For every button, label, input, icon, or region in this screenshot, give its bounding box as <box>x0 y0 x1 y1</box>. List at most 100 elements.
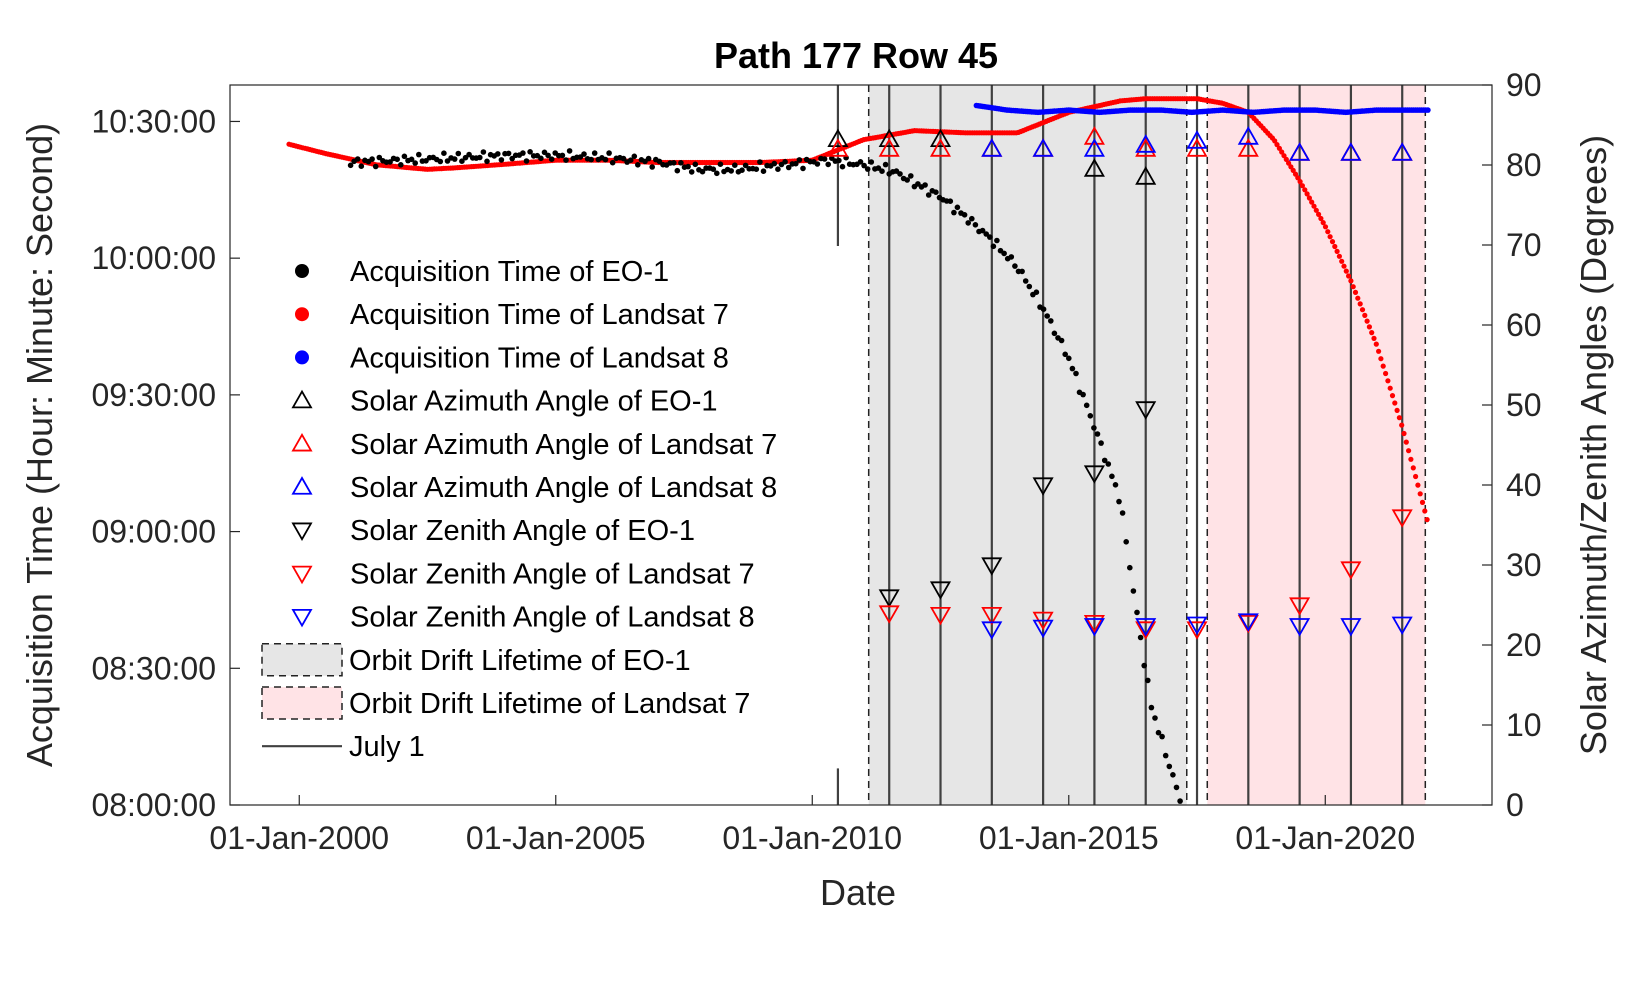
eo1-acq-point <box>742 162 749 169</box>
landsat7-acq-point <box>1320 220 1326 226</box>
legend-label: Solar Azimuth Angle of Landsat 7 <box>350 429 777 461</box>
eo1-acq-point <box>796 157 803 163</box>
eo1-acq-point <box>631 153 638 160</box>
eo1-acq-point <box>347 162 354 169</box>
landsat7-acq-point <box>1366 324 1372 330</box>
landsat8-azimuth-marker <box>1032 138 1054 157</box>
landsat7-acq-point <box>1304 191 1310 197</box>
landsat7-azimuth-marker <box>878 138 900 157</box>
eo1-acq-point <box>1080 391 1086 398</box>
orbit-drift-band-2 <box>1207 85 1426 805</box>
legend-dot-marker <box>295 264 309 278</box>
landsat7-zenith-marker <box>878 605 900 624</box>
legend-label: Solar Azimuth Angle of EO-1 <box>350 386 718 418</box>
landsat7-acq-point <box>1424 517 1430 523</box>
legend-label: Solar Zenith Angle of EO-1 <box>350 515 695 547</box>
landsat7-acq-point <box>1346 273 1352 279</box>
eo1-acq-point <box>1145 677 1151 684</box>
eo1-acq-point <box>839 163 846 170</box>
landsat8-zenith-marker <box>1135 618 1157 637</box>
landsat7-acq-point <box>1410 465 1416 471</box>
eo1-acq-point <box>548 156 555 162</box>
eo1-acq-point <box>1116 498 1122 505</box>
eo1-acq-point <box>1008 254 1015 260</box>
eo1-acq-point <box>408 156 415 163</box>
eo1-acq-point <box>922 182 928 188</box>
eo1-acq-point <box>961 212 968 218</box>
eo1-acq-point <box>825 161 831 168</box>
landsat7-acq-point <box>1274 142 1280 148</box>
landsat7-acq-point <box>1392 400 1398 406</box>
eo1-acq-point <box>1105 461 1112 467</box>
landsat7-acq-point <box>1385 378 1391 384</box>
landsat7-zenith-marker <box>1289 597 1311 616</box>
eo1-acq-point <box>728 168 734 174</box>
landsat8-zenith-marker <box>1237 613 1259 632</box>
eo1-acq-point <box>782 159 788 165</box>
landsat7-acq-point <box>1334 248 1340 254</box>
landsat7-zenith-marker <box>1083 615 1105 634</box>
eo1-acq-point <box>1033 289 1040 296</box>
landsat7-azimuth-marker <box>827 138 849 157</box>
landsat7-acq-point <box>1357 301 1363 307</box>
landsat7-acq-point <box>1362 312 1368 318</box>
eo1-acq-point <box>451 156 458 162</box>
landsat7-acq-point <box>1316 211 1322 217</box>
eo1-acq-point <box>620 155 627 162</box>
landsat7-acq-point <box>1329 239 1336 245</box>
eo1-acq-point <box>685 163 691 170</box>
eo1-acq-point <box>969 215 975 222</box>
eo1-acq-point <box>441 150 447 156</box>
eo1-acq-point <box>753 166 760 172</box>
legend-band-swatch <box>261 643 343 677</box>
landsat7-acq-point <box>1401 430 1407 437</box>
eo1-zenith-marker <box>1135 401 1157 420</box>
orbit-drift-band-1 <box>868 85 1187 805</box>
eo1-acq-point <box>645 155 652 162</box>
legend-box <box>255 246 855 769</box>
eo1-acq-point <box>1152 715 1158 721</box>
landsat7-acq-point <box>1279 149 1285 155</box>
eo1-acq-point <box>627 157 634 163</box>
axes: 01-Jan-2000 01-Jan-2005 01-Jan-2010 01-Jan-… <box>91 67 1541 856</box>
eo1-acq-point <box>775 166 781 172</box>
landsat8-zenith-marker <box>1289 618 1311 637</box>
chart-title: Path 177 Row 45 <box>714 35 998 76</box>
landsat7-acq-point <box>1276 145 1282 151</box>
landsat7-acq-point <box>1403 439 1409 445</box>
landsat7-acq-point <box>1399 422 1405 428</box>
eo1-acq-point <box>437 158 444 165</box>
legend-triangle-down-marker <box>291 522 313 542</box>
eo1-acq-point <box>692 161 699 168</box>
landsat7-acq-point <box>1352 289 1359 295</box>
eo1-acq-point <box>1119 510 1126 516</box>
landsat7-acq-point <box>1378 356 1384 362</box>
eo1-acq-point <box>861 162 867 169</box>
landsat7-acq-point <box>1369 330 1375 336</box>
landsat7-acq-point <box>1394 407 1400 413</box>
landsat7-acq-point <box>1383 370 1389 377</box>
eo1-acq-point <box>563 157 569 163</box>
landsat7-zenith-marker <box>1340 561 1362 580</box>
eo1-acq-point <box>1109 473 1115 480</box>
legend-band-swatch <box>261 686 343 720</box>
eo1-acq-point <box>588 156 594 163</box>
eo1-acq-point <box>947 198 954 204</box>
eo1-acq-point <box>760 168 767 174</box>
eo1-acq-point <box>1083 402 1090 409</box>
landsat7-acq-point <box>1313 207 1319 213</box>
eo1-acq-point <box>739 167 745 173</box>
landsat7-acq-point <box>1309 199 1315 205</box>
eo1-acq-point <box>477 154 483 161</box>
eo1-acq-point <box>1141 662 1147 669</box>
y-right-tick-label: 20 <box>1506 627 1542 663</box>
eo1-zenith-marker <box>1083 465 1105 484</box>
landsat7-acq-point <box>1415 482 1421 488</box>
y-axis-left-label: Acquisition Time (Hour: Minute: Second) <box>19 123 60 767</box>
landsat7-acq-point <box>1380 363 1386 369</box>
eo1-acq-point <box>868 159 875 165</box>
eo1-acq-point <box>649 164 655 170</box>
y-axis-right-label: Solar Azimuth/Zenith Angles (Degrees) <box>1573 135 1614 755</box>
eo1-acq-point <box>710 166 717 172</box>
